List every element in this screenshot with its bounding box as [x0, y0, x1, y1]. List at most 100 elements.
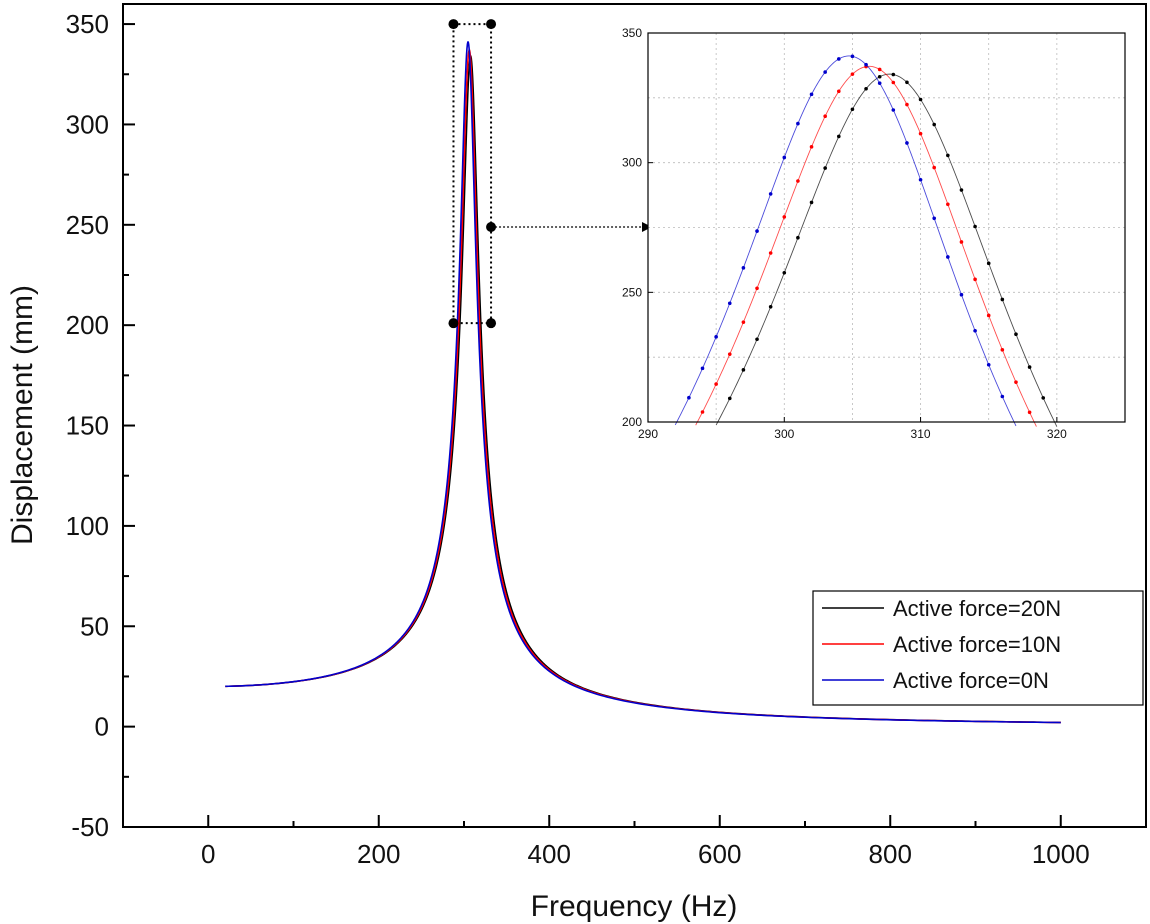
inset-point: [864, 62, 868, 67]
inset-point: [741, 266, 746, 270]
inset-point: [986, 313, 991, 318]
inset-point: [796, 179, 800, 183]
inset-y-tick-label: 250: [622, 285, 642, 299]
inset-point: [946, 153, 950, 158]
main-series-group: [225, 41, 1061, 724]
inset-point: [714, 335, 718, 339]
inset-ticks: 290 300 310 320 200 250 300 350: [622, 26, 1067, 441]
inset-point: [973, 277, 977, 282]
inset-frame: [647, 32, 1126, 423]
inset-point: [959, 188, 964, 192]
x-tick-label: 400: [528, 839, 571, 869]
y-tick-label: 350: [66, 9, 109, 39]
inset-point: [1000, 297, 1005, 302]
inset-point: [864, 86, 868, 91]
y-tick-label: 300: [66, 109, 109, 139]
inset-point: [1027, 365, 1032, 369]
inset-point: [727, 352, 732, 356]
inset-point: [1000, 348, 1005, 352]
y-tick-label: 150: [66, 411, 109, 441]
y-tick-label: 100: [66, 511, 109, 541]
inset-point: [768, 192, 773, 196]
inset-point: [809, 200, 814, 205]
inset-point: [796, 121, 800, 126]
inset-point: [932, 216, 936, 221]
inset-point: [932, 122, 936, 127]
inset-point: [755, 337, 759, 342]
zoom-corner-dot: [486, 19, 497, 30]
inset-point: [1000, 394, 1005, 399]
main-curve-2: [225, 41, 1061, 724]
inset-point: [850, 72, 855, 76]
inset-point: [1041, 396, 1046, 400]
zoom-corner-dot: [448, 318, 459, 329]
inset-point: [973, 328, 977, 333]
inset-point: [823, 166, 827, 170]
inset-point: [741, 368, 746, 372]
y-tick-label: 50: [80, 611, 109, 641]
inset-x-tick-label: 320: [1047, 427, 1067, 441]
inset-point: [782, 155, 787, 160]
inset-y-tick-label: 300: [622, 156, 642, 170]
inset-point: [959, 292, 964, 297]
y-tick-label: -50: [71, 812, 109, 842]
inset-point: [905, 80, 909, 85]
legend: Active force=20N Active force=10N Active…: [812, 590, 1144, 706]
y-tick-label: 250: [66, 210, 109, 240]
inset-point: [727, 396, 732, 401]
inset-point: [905, 141, 909, 145]
inset-point: [1027, 410, 1032, 415]
inset-point: [809, 92, 814, 97]
inset-point: [837, 57, 841, 61]
inset-point: [741, 320, 746, 324]
inset-point: [946, 202, 950, 207]
main-x-ticks: 0 200 400 600 800 1000: [201, 815, 1090, 869]
zoom-corner-dot: [486, 318, 497, 329]
inset-x-tick-label: 310: [911, 427, 931, 441]
inset-point: [918, 131, 923, 136]
inset-point: [768, 251, 773, 255]
inset-point: [782, 215, 787, 219]
x-tick-label: 600: [698, 839, 741, 869]
inset-point: [1014, 332, 1018, 337]
inset-x-tick-label: 300: [774, 427, 794, 441]
x-axis-title: Frequency (Hz): [531, 890, 738, 923]
x-tick-label: 0: [201, 839, 215, 869]
inset-point: [700, 366, 705, 371]
inset-point: [782, 270, 787, 275]
main-y-ticks: -50 0 50 100 150 200 250 300 350: [66, 9, 135, 842]
inset-point: [877, 81, 882, 85]
inset-background: [648, 33, 1125, 422]
inset-point: [837, 134, 841, 139]
inset-point: [727, 301, 732, 306]
legend-label-0n: Active force=0N: [893, 668, 1049, 693]
legend-label-10n: Active force=10N: [893, 632, 1061, 657]
inset-point: [700, 410, 705, 414]
y-axis-title: Displacement (mm): [6, 285, 39, 545]
inset-point: [986, 362, 991, 367]
x-tick-label: 200: [357, 839, 400, 869]
inset-point: [877, 67, 882, 72]
inset-y-tick-label: 200: [622, 415, 642, 429]
inset-point: [796, 235, 800, 240]
zoom-indicator: [448, 19, 652, 329]
inset-point: [823, 70, 827, 74]
x-tick-label: 800: [869, 839, 912, 869]
inset-point: [850, 107, 855, 112]
zoom-corner-dot: [448, 19, 459, 30]
inset-point: [905, 102, 909, 107]
inset-point: [850, 54, 855, 59]
inset-point: [891, 72, 896, 77]
inset-point: [891, 80, 896, 85]
inset-series-group: [674, 54, 1058, 427]
inset-point: [755, 229, 759, 233]
x-tick-label: 1000: [1032, 839, 1090, 869]
inset-point: [891, 108, 896, 112]
inset-point: [809, 145, 814, 149]
inset-point: [946, 255, 950, 259]
inset-point: [714, 382, 718, 386]
zoom-rectangle: [452, 23, 493, 325]
inset-point: [755, 286, 759, 291]
inset-point: [932, 165, 936, 170]
inset-curve-2: [674, 55, 1017, 427]
